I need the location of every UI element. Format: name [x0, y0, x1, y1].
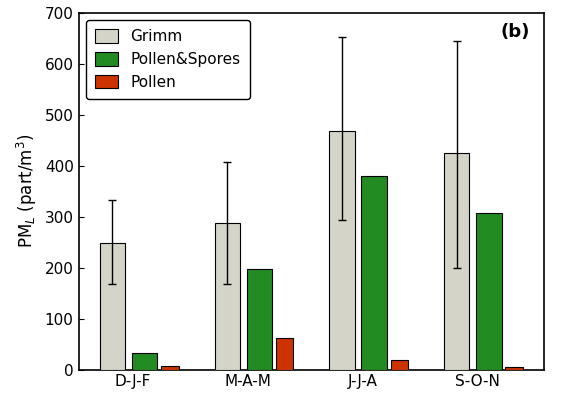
Bar — [361, 176, 387, 370]
Bar — [329, 131, 355, 370]
Bar — [161, 365, 178, 370]
Y-axis label: PM$_L$ (part/m$^3$): PM$_L$ (part/m$^3$) — [15, 134, 39, 248]
Bar — [505, 367, 523, 370]
Bar — [444, 153, 470, 370]
Bar — [100, 243, 125, 370]
Bar — [214, 223, 240, 370]
Legend: Grimm, Pollen&Spores, Pollen: Grimm, Pollen&Spores, Pollen — [86, 20, 250, 99]
Bar — [275, 338, 293, 370]
Bar — [247, 269, 272, 370]
Bar — [476, 213, 502, 370]
Text: (b): (b) — [501, 24, 530, 41]
Bar — [390, 360, 408, 370]
Bar — [132, 353, 157, 370]
